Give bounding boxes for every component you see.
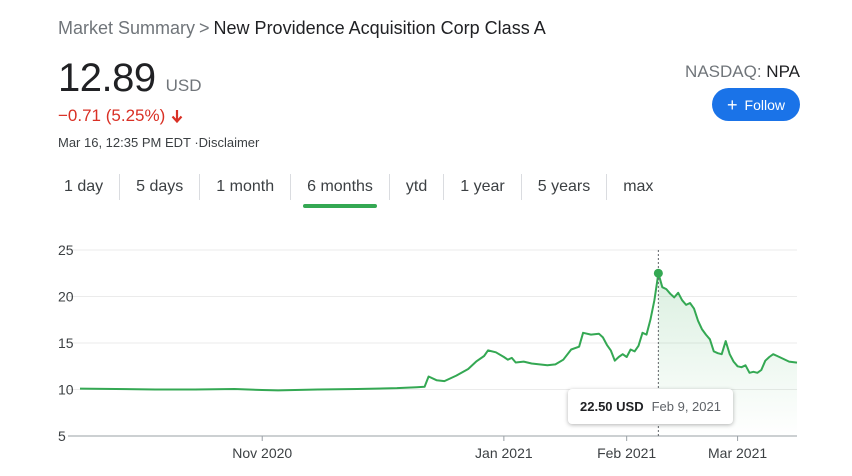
current-price: 12.89 xyxy=(58,56,156,100)
y-tick-label: 25 xyxy=(58,242,74,258)
x-tick-label: Jan 2021 xyxy=(475,445,533,461)
tab-label: ytd xyxy=(405,178,428,195)
tab-label: 1 day xyxy=(64,178,104,195)
exchange-name: NASDAQ: xyxy=(685,62,767,81)
arrow-down-icon xyxy=(171,108,183,124)
tab-1-day[interactable]: 1 day xyxy=(48,172,119,202)
tab-divider xyxy=(119,174,121,200)
tab-label: 6 months xyxy=(307,178,373,195)
breadcrumb-current: New Providence Acquisition Corp Class A xyxy=(213,18,546,38)
tab-label: 1 year xyxy=(460,178,505,195)
ticker-symbol: NPA xyxy=(766,62,800,81)
tab-ytd[interactable]: ytd xyxy=(390,172,443,202)
quote-timestamp: Mar 16, 12:35 PM EDT xyxy=(58,135,191,150)
price-row: 12.89 USD xyxy=(58,56,202,101)
tab-divider xyxy=(290,174,292,200)
y-tick-label: 10 xyxy=(58,382,74,398)
tooltip-value: 22.50 USD xyxy=(580,399,644,414)
y-tick-label: 5 xyxy=(58,428,66,444)
price-chart[interactable]: 5 10 15 20 25 Nov 2020 Jan 2021 Feb 2021 Mar 202… xyxy=(0,230,852,476)
exchange-ticker: NASDAQ: NPA xyxy=(685,62,800,82)
currency-label: USD xyxy=(165,76,202,95)
follow-button-label: Follow xyxy=(744,96,785,113)
breadcrumb-root[interactable]: Market Summary xyxy=(58,18,196,38)
tab-divider xyxy=(606,174,608,200)
tooltip-date: Feb 9, 2021 xyxy=(651,399,721,414)
hover-point xyxy=(653,268,663,278)
tab-1-year[interactable]: 1 year xyxy=(444,172,520,202)
tab-label: 5 years xyxy=(537,178,591,195)
tab-label: 5 days xyxy=(136,178,184,195)
tab-6-months[interactable]: 6 months xyxy=(291,172,389,208)
price-change-value: −0.71 (5.25%) xyxy=(58,106,166,125)
tab-max[interactable]: max xyxy=(607,172,669,202)
tab-divider xyxy=(520,174,522,200)
tab-divider xyxy=(199,174,201,200)
breadcrumb-separator: > xyxy=(199,18,210,38)
y-tick-label: 15 xyxy=(58,335,74,351)
tab-5-years[interactable]: 5 years xyxy=(522,172,606,202)
price-line xyxy=(79,272,798,392)
follow-button[interactable]: + Follow xyxy=(712,88,800,121)
x-tick-label: Mar 2021 xyxy=(708,445,767,461)
price-change: −0.71 (5.25%) xyxy=(58,106,183,126)
disclaimer-link[interactable]: ·Disclaimer xyxy=(194,135,260,150)
quote-meta: Mar 16, 12:35 PM EDT ·Disclaimer xyxy=(58,135,259,150)
y-tick-label: 20 xyxy=(58,289,74,305)
time-range-tabs: 1 day 5 days 1 month 6 months ytd 1 year… xyxy=(48,170,669,208)
plus-icon: + xyxy=(727,94,738,115)
tab-label: 1 month xyxy=(216,178,275,195)
tab-1-month[interactable]: 1 month xyxy=(200,172,290,202)
chart-tooltip: 22.50 USD Feb 9, 2021 xyxy=(568,389,733,424)
x-tick-label: Nov 2020 xyxy=(232,445,292,461)
tab-divider xyxy=(443,174,445,200)
tab-label: max xyxy=(623,178,654,195)
tab-5-days[interactable]: 5 days xyxy=(120,172,199,202)
breadcrumb: Market Summary > New Providence Acquisitio… xyxy=(58,18,546,39)
tab-divider xyxy=(388,174,390,200)
x-tick-label: Feb 2021 xyxy=(597,445,656,461)
